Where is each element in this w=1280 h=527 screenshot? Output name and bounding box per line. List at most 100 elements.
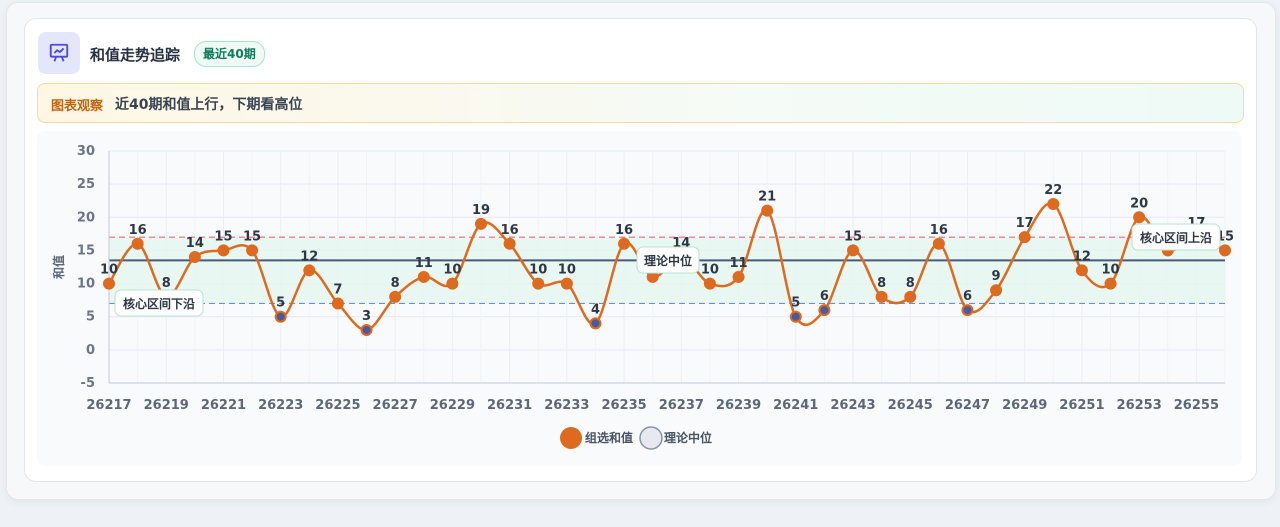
data-point (475, 217, 487, 230)
data-label: 8 (162, 276, 171, 291)
data-label: 10 (529, 263, 547, 278)
data-label: 16 (129, 223, 147, 238)
y-tick-label: 15 (77, 243, 95, 258)
data-label: 8 (906, 276, 915, 291)
data-point (331, 297, 344, 310)
data-label: 7 (333, 282, 342, 297)
data-point (1075, 264, 1088, 277)
period-badge: 最近40期 (194, 41, 265, 67)
data-label: 5 (791, 296, 800, 311)
data-point (389, 290, 402, 303)
data-label: 16 (615, 223, 633, 238)
x-tick-label: 26233 (544, 398, 589, 413)
data-label: 22 (1044, 183, 1062, 198)
data-label: 12 (300, 249, 318, 264)
x-tick-label: 26229 (430, 398, 475, 413)
legend-label-sum: 组选和值 (585, 430, 633, 445)
lower-bound-annotation-box (114, 289, 204, 317)
x-tick-label: 26247 (945, 398, 990, 413)
x-tick-label: 26235 (601, 398, 646, 413)
data-label: 20 (1130, 196, 1148, 211)
data-point (1104, 277, 1117, 290)
data-label: 15 (844, 229, 862, 244)
legend-swatch-median (639, 426, 663, 450)
data-point (217, 244, 230, 257)
median-annotation-box (636, 246, 700, 274)
x-tick-label: 26219 (144, 398, 189, 413)
data-label: 6 (820, 289, 829, 304)
data-point (1018, 231, 1031, 244)
data-label: 10 (1101, 263, 1119, 278)
header-icon (38, 32, 80, 74)
data-point (618, 237, 631, 250)
data-point (417, 270, 430, 283)
x-tick-label: 26239 (716, 398, 761, 413)
x-tick-label: 26249 (1002, 398, 1047, 413)
data-point (990, 284, 1003, 297)
upper-bound-annotation-text: 核心区间上沿 (1140, 230, 1212, 245)
data-point (103, 277, 115, 290)
x-tick-label: 26251 (1059, 398, 1104, 413)
x-tick-label: 26241 (773, 398, 818, 413)
data-label: 8 (391, 276, 400, 291)
data-label: 16 (501, 223, 519, 238)
observation-bar: 图表观察 近40期和值上行，下期看高位 (37, 83, 1244, 123)
data-point (1219, 244, 1231, 257)
data-label: 14 (186, 236, 204, 251)
observation-text: 近40期和值上行，下期看高位 (115, 97, 303, 113)
axes: -5 0 5 10 15 20 25 30 26217 26219 26221 26223 26225 2… (51, 144, 1225, 413)
data-point (503, 237, 516, 250)
data-point (932, 237, 945, 250)
y-tick-label: 5 (86, 310, 95, 325)
chart-title: 和值走势追踪 (90, 46, 181, 64)
data-label: 15 (214, 229, 232, 244)
data-label: 3 (362, 309, 371, 324)
observation-tag: 图表观察 (51, 99, 104, 114)
upper-bound-annotation-box (1131, 223, 1221, 251)
data-label: 5 (276, 296, 285, 311)
data-point (847, 244, 859, 257)
data-point (732, 270, 745, 283)
data-point (818, 304, 831, 317)
data-label: 4 (591, 302, 600, 317)
data-label: 15 (243, 229, 261, 244)
data-label: 11 (729, 256, 747, 271)
data-point (961, 304, 974, 317)
data-label: 11 (415, 256, 433, 271)
data-label: 10 (558, 263, 576, 278)
data-point (1047, 198, 1060, 211)
x-tick-label: 26255 (1174, 398, 1219, 413)
x-tick-label: 26217 (86, 398, 131, 413)
data-label: 10 (701, 263, 719, 278)
data-point (188, 251, 201, 264)
data-point (360, 323, 373, 336)
data-point (274, 310, 287, 323)
data-label: 21 (758, 190, 776, 205)
data-label: 6 (963, 289, 972, 304)
data-label: 10 (443, 263, 461, 278)
x-tick-label: 26253 (1117, 398, 1162, 413)
data-point (532, 277, 545, 290)
data-label: 17 (1016, 216, 1034, 231)
data-point (904, 290, 917, 303)
data-point (446, 277, 459, 290)
data-point (761, 204, 774, 217)
legend-label-median: 理论中位 (664, 430, 712, 445)
legend-swatch-sum (560, 427, 582, 449)
annotations: 核心区间下沿 理论中位 核心区间上沿 (114, 223, 1221, 317)
data-label: 9 (992, 269, 1001, 284)
y-tick-label: -5 (81, 376, 95, 391)
y-tick-label: 30 (77, 144, 95, 159)
data-label: 19 (472, 203, 490, 218)
x-tick-label: 26231 (487, 398, 532, 413)
median-annotation-text: 理论中位 (644, 253, 692, 268)
data-point (1133, 211, 1146, 224)
data-label: 16 (930, 223, 948, 238)
x-tick-label: 26221 (201, 398, 246, 413)
y-axis-label: 和值 (51, 255, 66, 280)
y-tick-label: 0 (86, 343, 95, 358)
data-label: 10 (100, 263, 118, 278)
data-point (303, 264, 316, 277)
data-label: 12 (1073, 249, 1091, 264)
presentation-chart-icon (49, 43, 69, 62)
